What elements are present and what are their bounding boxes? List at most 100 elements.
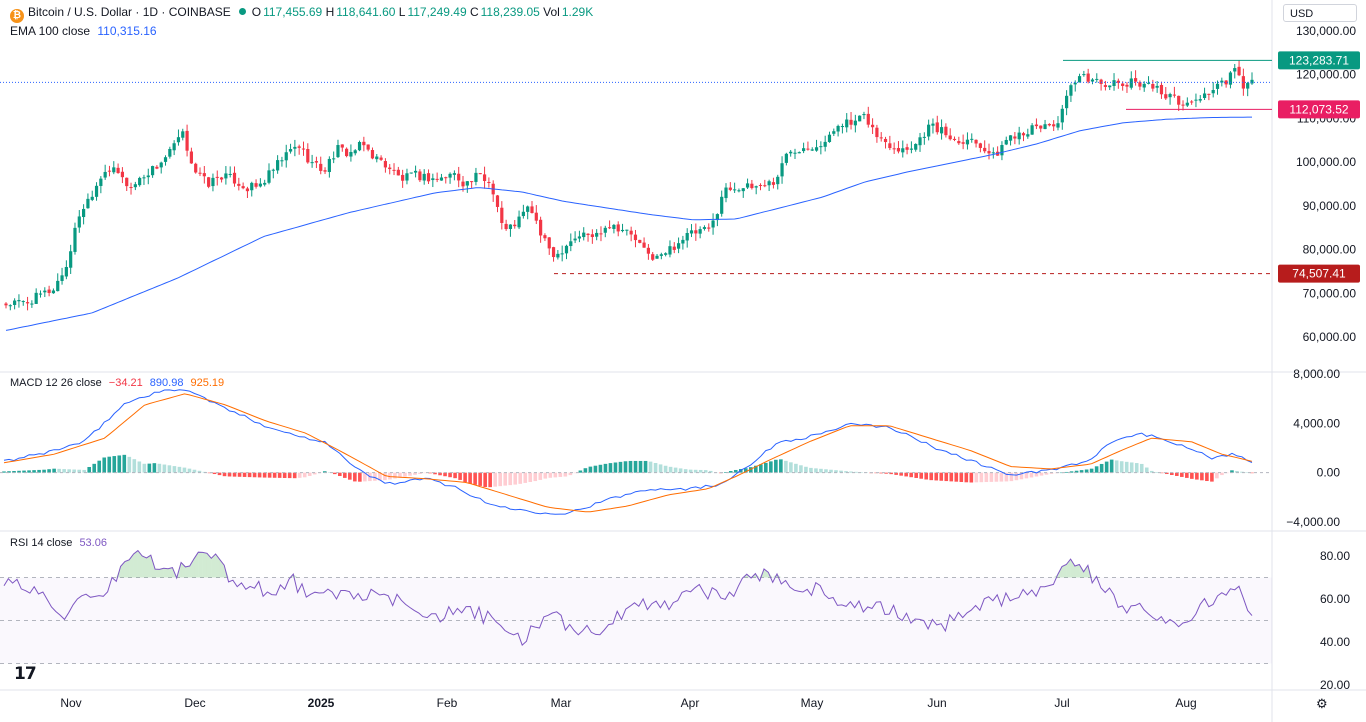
macd-histogram-bar: [147, 463, 152, 473]
macd-histogram-bar: [277, 472, 282, 478]
macd-histogram-bar: [312, 472, 317, 475]
candle-body: [353, 150, 357, 154]
macd-histogram-bar: [192, 469, 197, 473]
candle-body: [599, 233, 603, 235]
candle-body: [603, 227, 607, 233]
rsi-legend[interactable]: RSI 14 close 53.06: [10, 537, 107, 549]
candle-body: [250, 182, 254, 191]
candle-body: [1108, 85, 1112, 88]
macd-histogram-bar: [177, 466, 182, 473]
macd-histogram-bar: [899, 472, 903, 476]
macd-histogram-bar: [1079, 470, 1084, 473]
macd-histogram-bar: [1049, 472, 1054, 474]
candle-body: [638, 239, 642, 243]
candle-body: [974, 139, 978, 144]
macd-histogram-bar: [187, 468, 192, 473]
rsi-overbought-fill: [1079, 564, 1084, 578]
candle-body: [388, 167, 392, 170]
candle-body: [1133, 78, 1138, 82]
candle-body: [957, 141, 961, 144]
candle-body: [543, 235, 547, 239]
candle-body: [952, 138, 957, 140]
macd-histogram-bar: [1195, 472, 1199, 480]
candle-body: [991, 152, 995, 154]
macd-histogram-bar: [7, 471, 11, 473]
x-tick-label: Jul: [1054, 696, 1069, 710]
candle-body: [771, 182, 776, 185]
candle-body: [560, 253, 564, 255]
macd-histogram-bar: [322, 471, 327, 473]
macd-histogram-bar: [458, 472, 462, 480]
macd-histogram-bar: [844, 471, 848, 473]
macd-histogram-bar: [1170, 472, 1174, 475]
macd-histogram-bar: [708, 470, 713, 473]
macd-histogram-bar: [443, 472, 447, 477]
volume-label: Vol: [543, 5, 560, 19]
rsi-overbought-fill: [1061, 564, 1067, 578]
macd-histogram-bar: [593, 465, 598, 473]
macd-legend[interactable]: MACD 12 26 close −34.21 890.98 925.19: [10, 377, 224, 389]
macd-histogram-bar: [47, 469, 51, 473]
candle-body: [909, 148, 913, 150]
candle-body: [1172, 94, 1176, 96]
candle-body: [556, 253, 560, 258]
macd-histogram-bar: [17, 470, 21, 473]
rsi-line: [3, 549, 1253, 646]
candle-body: [651, 254, 655, 260]
macd-histogram-bar: [919, 472, 924, 479]
macd-histogram-bar: [618, 461, 623, 473]
rsi-tick-label: 60.00: [1320, 592, 1350, 606]
price-tick-label: 90,000.00: [1303, 199, 1357, 213]
price-tick-label: 80,000.00: [1303, 243, 1357, 257]
currency-selector[interactable]: USD: [1283, 4, 1357, 22]
macd-histogram-bar: [92, 463, 97, 473]
candle-body: [733, 189, 737, 191]
x-tick-label: Dec: [184, 696, 205, 710]
candle-body: [219, 177, 224, 180]
rsi-overbought-fill: [768, 572, 773, 578]
candle-body: [349, 151, 353, 157]
macd-histogram-bar: [1074, 470, 1079, 473]
macd-histogram-bar: [774, 459, 778, 473]
macd-histogram-bar: [1059, 472, 1064, 474]
macd-histogram-bar: [1200, 472, 1204, 481]
candle-body: [103, 171, 107, 178]
candle-body: [120, 171, 125, 178]
currency-label: USD: [1290, 8, 1314, 20]
candle-body: [1246, 83, 1250, 89]
macd-histogram-bar: [307, 472, 312, 476]
candle-body: [1146, 82, 1151, 84]
candle-body: [745, 183, 750, 188]
macd-histogram-bar: [703, 470, 708, 473]
candle-body: [1241, 76, 1245, 89]
macd-histogram-bar: [959, 472, 964, 482]
macd-hist-value: −34.21: [108, 377, 143, 389]
candle-body: [181, 131, 185, 138]
candle-body: [914, 143, 918, 150]
macd-histogram-bar: [157, 463, 162, 473]
candle-body: [1060, 108, 1064, 123]
macd-histogram-bar: [603, 463, 608, 473]
tradingview-logo[interactable]: 17: [14, 664, 37, 684]
candle-body: [629, 230, 633, 235]
ema-legend[interactable]: EMA 100 close 110,315.16: [10, 24, 157, 38]
macd-histogram-bar: [1185, 472, 1189, 478]
macd-histogram-bar: [583, 468, 588, 473]
macd-histogram-bar: [1124, 461, 1129, 473]
macd-histogram-bar: [353, 472, 357, 482]
candle-body: [728, 187, 732, 190]
candle-body: [642, 242, 646, 248]
candle-body: [517, 216, 521, 228]
macd-histogram-bar: [588, 466, 593, 473]
macd-tick-label: 0.00: [1317, 466, 1341, 480]
macd-histogram-bar: [257, 472, 262, 478]
macd-histogram-bar: [784, 460, 788, 473]
macd-histogram-bar: [343, 472, 347, 478]
gear-icon[interactable]: ⚙: [1316, 696, 1328, 711]
x-tick-label: Feb: [437, 696, 458, 710]
candle-body: [258, 183, 262, 187]
macd-histogram-bar: [1220, 472, 1224, 476]
candle-body: [845, 119, 849, 128]
ema-100-line: [5, 116, 1252, 331]
